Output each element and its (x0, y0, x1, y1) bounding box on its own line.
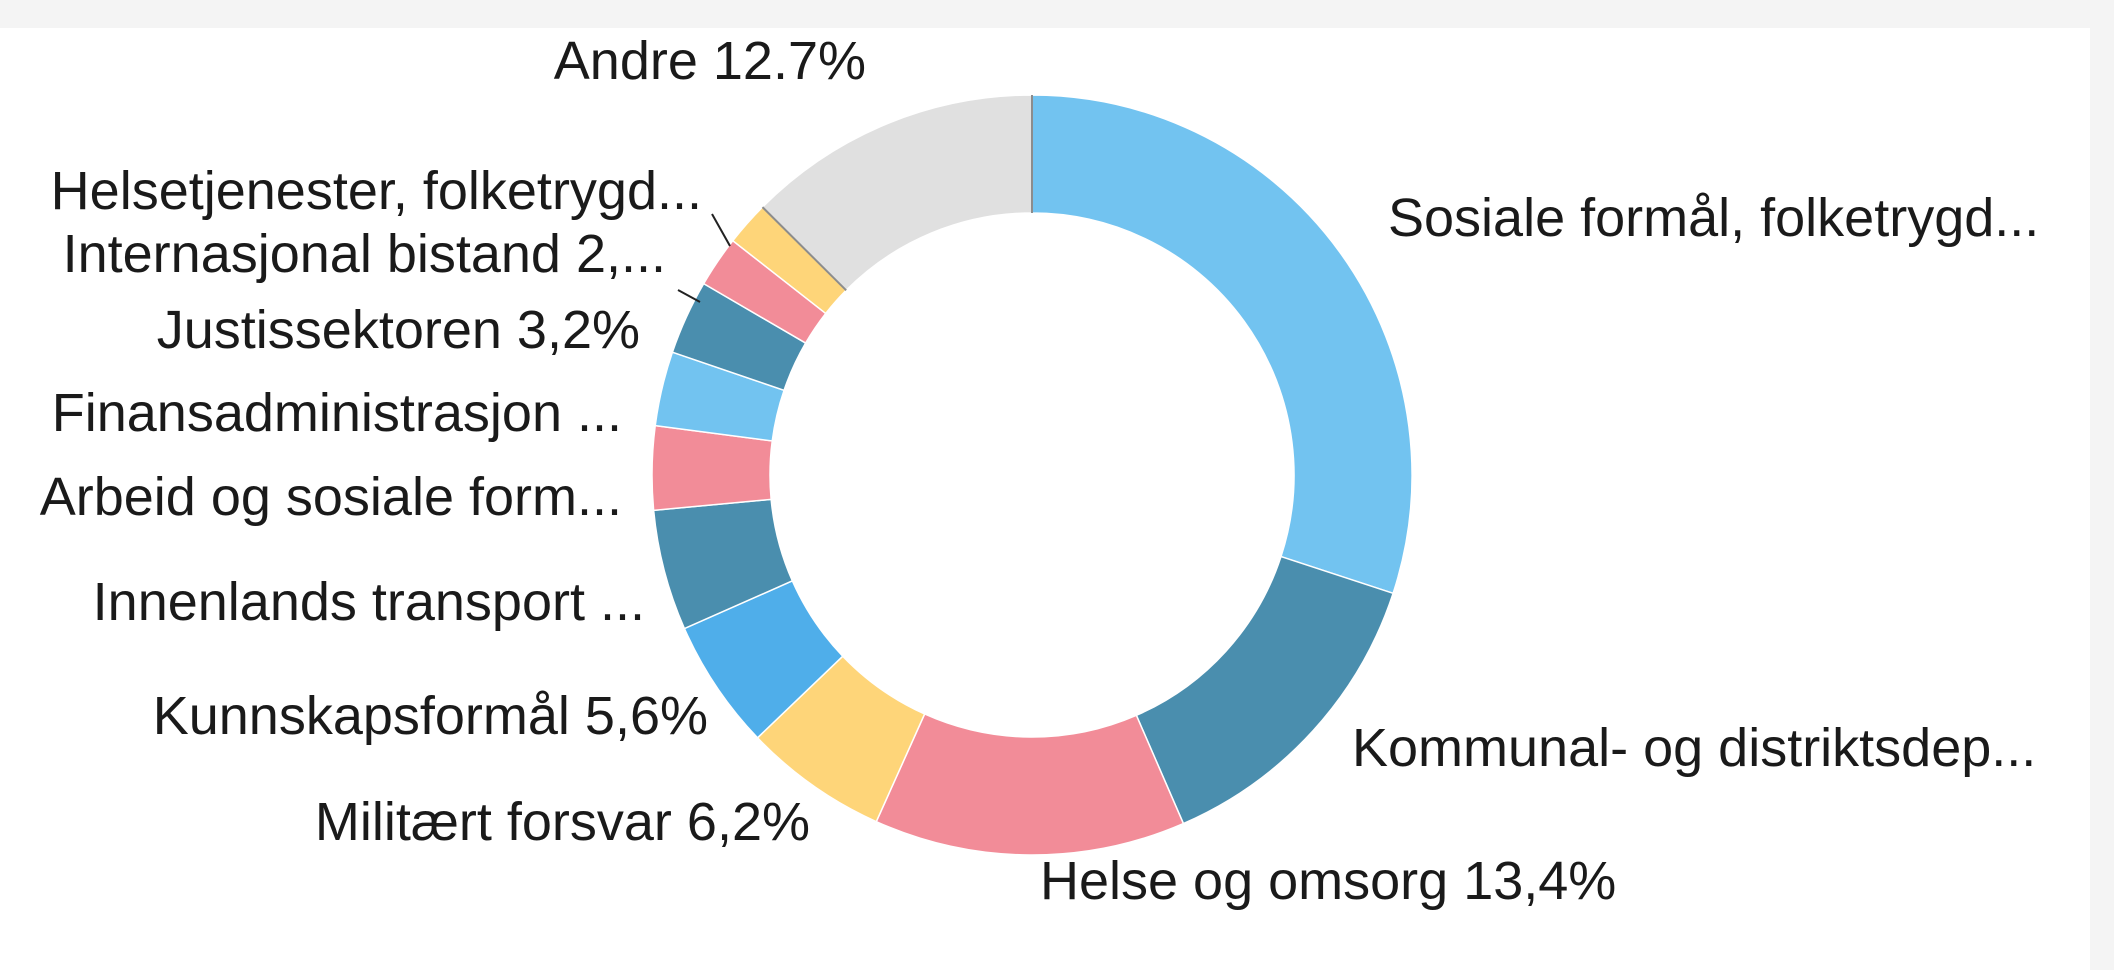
slice-label: Andre 12.7% (554, 31, 866, 91)
leader-line (677, 289, 701, 303)
slice-label: Kommunal- og distriktsdep... (1352, 718, 2036, 778)
leader-lines (677, 95, 1033, 303)
slice-label: Sosiale formål, folketrygd... (1388, 188, 2039, 248)
donut-slice[interactable] (1135, 555, 1395, 825)
slice-label: Helse og omsorg 13,4% (1040, 851, 1616, 911)
slice-label: Innenlands transport ... (93, 572, 645, 632)
slice-label: Internasjonal bistand 2,... (63, 224, 666, 284)
donut-chart: Sosiale formål, folketrygd... Kommunal- o… (40, 31, 2040, 911)
slice-labels: Sosiale formål, folketrygd... Kommunal- o… (40, 31, 2040, 911)
slice-label: Helsetjenester, folketrygd... (51, 161, 702, 221)
slice-label: Militært forsvar 6,2% (315, 792, 810, 852)
chart-card: Sosiale formål, folketrygd... Kommunal- o… (0, 28, 2090, 970)
donut-slice[interactable] (1031, 94, 1413, 595)
slice-separator (761, 206, 847, 292)
donut-slice[interactable] (875, 713, 1185, 856)
slice-label: Arbeid og sosiale form... (40, 467, 622, 527)
slice-label: Finansadministrasjon ... (52, 383, 622, 443)
slice-label: Kunnskapsformål 5,6% (153, 686, 708, 746)
slice-label: Justissektoren 3,2% (157, 300, 640, 360)
leader-line (711, 213, 731, 247)
donut-slices (651, 94, 1413, 856)
